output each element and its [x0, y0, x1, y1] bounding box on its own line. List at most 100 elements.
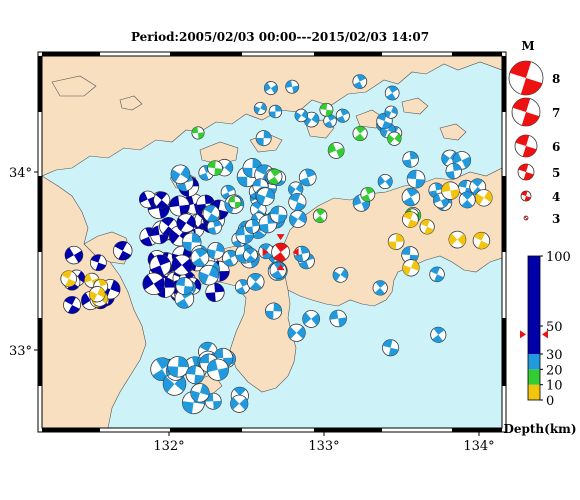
island-7 — [439, 123, 467, 141]
mechanism-glyph — [352, 74, 368, 89]
magnitude-legend-label: 6 — [552, 140, 560, 154]
mechanism-glyph — [448, 230, 467, 249]
mechanism-glyph — [402, 151, 419, 168]
island-9 — [119, 95, 143, 111]
magnitude-legend-symbol — [523, 215, 529, 221]
mechanism-glyph — [288, 192, 307, 212]
mechanism-glyph — [190, 248, 210, 267]
mechanism-glyph — [206, 358, 229, 381]
mechanism-glyph — [190, 383, 210, 403]
main-event — [262, 234, 299, 271]
mechanism-glyph — [207, 160, 223, 176]
mechanism-glyph — [360, 186, 376, 202]
mechanism-glyph — [253, 101, 267, 115]
mechanism-glyph — [352, 125, 368, 142]
island-8 — [51, 75, 97, 97]
magnitude-legend-label: 8 — [552, 72, 560, 86]
depth-band — [528, 354, 540, 370]
mechanism-glyph — [429, 266, 445, 283]
mechanism-glyph — [171, 254, 193, 276]
mechanism-glyph — [243, 247, 258, 263]
mechanism-glyph — [266, 168, 283, 185]
magnitude-legend-symbol — [517, 163, 535, 181]
mechanism-glyph — [289, 210, 307, 228]
mechanism-glyph — [89, 254, 107, 272]
mechanism-glyph — [329, 309, 347, 328]
mechanism-glyph — [384, 105, 398, 119]
magnitude-legend-symbol — [520, 190, 532, 202]
mechanism-glyph — [401, 187, 421, 207]
depth-legend-tick: 10 — [546, 379, 563, 394]
lon-tick-label: 132° — [153, 439, 184, 454]
mechanism-glyph — [153, 191, 171, 209]
mechanism-glyph — [441, 181, 460, 200]
lon-tick-label: 133° — [308, 439, 339, 454]
mechanism-glyph — [191, 126, 205, 140]
magnitude-legend-title: M — [521, 39, 534, 53]
mechanism-glyph — [268, 104, 283, 119]
mechanism-glyph — [204, 392, 222, 410]
mechanism-glyph — [303, 111, 320, 128]
main-event-arrow — [276, 234, 285, 241]
mechanism-glyph — [175, 277, 194, 295]
mechanism-glyph — [332, 267, 349, 283]
mechanism-glyph — [170, 164, 191, 185]
lat-tick-label: 34° — [9, 166, 32, 181]
mechanism-glyph — [285, 79, 300, 94]
magnitude-legend-label: 3 — [552, 212, 560, 226]
depth-legend-tick: 100 — [546, 250, 571, 265]
map-title: Period:2005/02/03 00:00---2015/02/03 14:… — [130, 30, 430, 44]
mechanism-glyph — [319, 102, 334, 117]
depth-band — [528, 384, 540, 400]
earthquake-mechanisms — [60, 74, 493, 415]
depth-marker-left — [520, 330, 526, 339]
mechanism-glyph — [406, 169, 426, 189]
mechanism-glyph — [472, 231, 491, 250]
mechanism-glyph — [222, 249, 239, 267]
magnitude-legend-symbol — [511, 97, 541, 127]
mechanism-glyph — [402, 259, 420, 277]
mechanism-glyph — [475, 189, 493, 207]
main-event-arrow — [276, 264, 285, 271]
mechanism-glyph — [256, 187, 275, 206]
mechanism-glyph — [64, 245, 84, 265]
mechanism-glyph — [387, 233, 405, 250]
mechanism-glyph — [269, 205, 288, 224]
mechanism-glyph — [287, 323, 306, 342]
mechanism-glyph — [246, 273, 265, 291]
mechanism-glyph — [382, 339, 400, 357]
depth-legend-tick: 30 — [546, 348, 563, 363]
depth-legend-tick: 50 — [546, 320, 563, 335]
island-5 — [401, 97, 429, 115]
mechanism-glyph — [327, 142, 345, 159]
mechanism-glyph — [323, 114, 337, 128]
map-area — [42, 56, 502, 428]
magnitude-legend-symbol — [514, 134, 538, 158]
mechanism-glyph — [205, 282, 225, 302]
main-event-glyph — [271, 242, 291, 262]
mechanism-glyph — [255, 130, 272, 147]
mechanism-glyph — [335, 108, 350, 123]
mechanism-glyph — [387, 131, 402, 146]
mechanism-glyph — [298, 168, 317, 187]
magnitude-legend: M 8 7 6 5 4 3 — [508, 39, 560, 226]
mechanism-glyph — [88, 286, 106, 303]
mechanism-glyph — [293, 245, 311, 263]
mechanism-glyph — [263, 81, 278, 96]
mechanism-glyph — [176, 213, 196, 233]
depth-marker-right — [542, 330, 548, 339]
mechanism-glyph — [430, 326, 447, 343]
mechanism-glyph — [230, 394, 249, 413]
axis-ticks: 34° 33° 132° 133° 134° — [9, 166, 495, 454]
magnitude-legend-label: 7 — [552, 106, 560, 120]
mechanism-glyph — [185, 365, 205, 385]
depth-band — [528, 369, 540, 385]
mechanism-glyph — [377, 173, 393, 190]
mechanism-glyph — [372, 280, 388, 296]
mechanism-glyph — [235, 225, 254, 245]
map-frame — [37, 51, 507, 433]
mechanism-glyph — [401, 246, 419, 264]
mechanism-glyph — [113, 240, 133, 261]
magnitude-legend-symbol — [508, 60, 544, 96]
